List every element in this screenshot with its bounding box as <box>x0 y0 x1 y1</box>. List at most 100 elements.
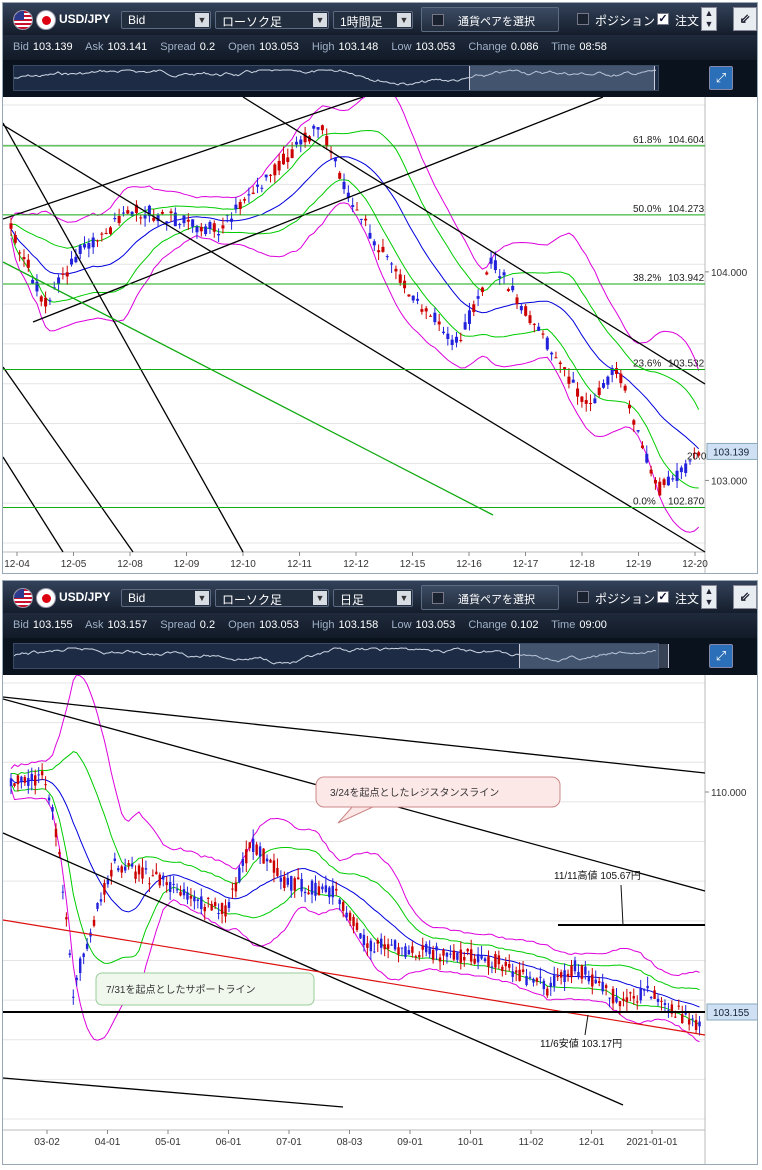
candle-body <box>446 333 450 339</box>
candle-body <box>299 139 303 145</box>
zoom-toggle-icon[interactable]: ⤢ <box>709 644 733 668</box>
candle-body <box>498 276 502 279</box>
bollinger-band <box>11 129 700 410</box>
candle-body <box>494 954 497 968</box>
candle-body <box>390 944 393 946</box>
candle-body <box>639 988 642 1001</box>
select-pair-button[interactable]: 通貨ペアを選択 <box>421 7 559 32</box>
range-navigator[interactable] <box>13 65 659 91</box>
candle-body <box>316 127 320 130</box>
order-checkbox[interactable]: ✓ <box>657 591 669 603</box>
candle-body <box>120 866 123 873</box>
price-type-select[interactable]: Bid ▼ <box>121 589 211 607</box>
candle-body <box>490 966 494 968</box>
candle-body <box>100 233 104 235</box>
price-type-select[interactable]: Bid ▼ <box>121 11 211 29</box>
candle-body <box>355 209 359 211</box>
candle-body <box>653 990 656 999</box>
range-selection-handle[interactable] <box>519 644 669 668</box>
x-tick-label: 12-15 <box>400 559 426 570</box>
candle-body <box>324 885 328 892</box>
candle-body <box>70 258 74 265</box>
order-checkbox[interactable]: ✓ <box>657 13 669 25</box>
candle-body <box>684 463 688 473</box>
collapse-icon[interactable]: ⇙ <box>733 585 757 609</box>
jp-flag-icon <box>36 588 56 608</box>
select-pair-label: 通貨ペアを選択 <box>458 16 535 28</box>
chart-type-select[interactable]: ローソク足 ▼ <box>215 589 329 607</box>
select-pair-checkbox[interactable] <box>432 14 444 26</box>
candle-body <box>262 848 265 864</box>
candle-body <box>156 214 160 222</box>
timeframe-select[interactable]: 1時間足 ▼ <box>333 11 413 29</box>
open-label: Open <box>228 619 256 631</box>
range-navigator[interactable] <box>13 643 669 669</box>
candle-body <box>385 256 389 258</box>
candle-body <box>404 946 407 958</box>
candle-body <box>663 1003 667 1005</box>
candle-body <box>493 260 497 271</box>
candle-body <box>137 865 141 875</box>
candle-body <box>82 953 85 958</box>
candle-body <box>502 272 506 276</box>
scroll-arrows-icon[interactable]: ▲ ▼ <box>701 585 717 609</box>
candle-body <box>372 241 376 246</box>
select-pair-checkbox[interactable] <box>432 592 444 604</box>
callout-tail <box>337 805 376 824</box>
zoom-toggle-icon[interactable]: ⤢ <box>709 66 733 90</box>
candle-body <box>623 385 627 391</box>
candle-body <box>514 970 518 973</box>
candle-body <box>325 136 329 147</box>
y-tick-label: 110.000 <box>711 788 747 799</box>
candle-body <box>610 367 614 375</box>
candle-body <box>217 912 220 914</box>
candle-body <box>528 315 532 324</box>
chart-panel-hourly: USD/JPY Bid ▼ ローソク足 ▼ 1時間足 ▼ 通貨ペアを選択 ポジション … <box>2 2 758 574</box>
candle-body <box>75 977 78 981</box>
currency-pair-label: USD/JPY <box>59 12 111 26</box>
candle-body <box>44 297 48 307</box>
candle-body <box>230 218 234 222</box>
chart-type-select[interactable]: ローソク足 ▼ <box>215 11 329 29</box>
select-pair-button[interactable]: 通貨ペアを選択 <box>421 585 559 610</box>
candle-body <box>653 479 657 484</box>
candle-body <box>646 985 649 989</box>
candle-body <box>238 202 242 209</box>
candle-body <box>196 899 200 901</box>
ask-label: Ask <box>85 619 104 631</box>
candle-body <box>428 948 431 955</box>
candle-body <box>380 938 383 948</box>
position-checkbox[interactable] <box>577 13 589 25</box>
candle-body <box>393 940 397 950</box>
candle-body <box>260 187 264 189</box>
spread-value: 0.2 <box>199 41 216 53</box>
scroll-arrows-icon[interactable]: ▲ ▼ <box>701 7 717 31</box>
candle-body <box>666 476 670 486</box>
candle-body <box>248 842 251 849</box>
current-price-tag <box>706 1003 757 1021</box>
candle-body <box>224 905 227 917</box>
candle-body <box>649 996 653 999</box>
candle-body <box>39 296 43 302</box>
bollinger-band <box>10 675 700 977</box>
collapse-icon[interactable]: ⇙ <box>733 7 757 31</box>
range-selection-handle[interactable] <box>469 66 655 90</box>
candle-body <box>103 883 106 895</box>
change-label: Change <box>468 619 507 631</box>
candle-body <box>524 306 528 316</box>
annotation-high: 11/11高値 105.67円 <box>554 869 641 882</box>
trend-line <box>3 261 494 516</box>
candle-body <box>243 199 247 201</box>
candle-body <box>193 896 196 902</box>
bollinger-band <box>10 97 700 371</box>
timeframe-select[interactable]: 日足 ▼ <box>333 589 413 607</box>
candle-body <box>279 877 283 882</box>
candle-body <box>614 368 619 374</box>
candle-body <box>346 192 350 198</box>
candle-body <box>251 192 255 194</box>
candle-body <box>179 891 182 896</box>
candle-body <box>165 882 168 886</box>
chevron-down-icon: ▼ <box>397 13 411 27</box>
position-checkbox[interactable] <box>577 591 589 603</box>
candle-body <box>625 997 629 1003</box>
